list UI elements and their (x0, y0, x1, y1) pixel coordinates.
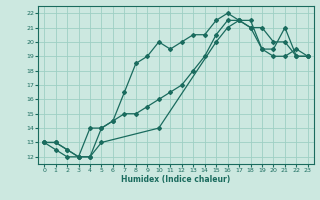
X-axis label: Humidex (Indice chaleur): Humidex (Indice chaleur) (121, 175, 231, 184)
